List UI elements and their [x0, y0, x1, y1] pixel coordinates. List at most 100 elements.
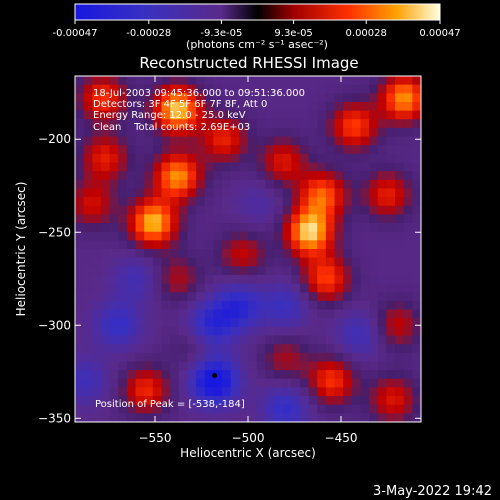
heatmap-cell [118, 404, 128, 414]
heatmap-cell [126, 231, 137, 241]
heatmap-cell [273, 171, 284, 181]
heatmap-cell [92, 326, 102, 337]
heatmap-cell [222, 404, 232, 414]
heatmap-cell [369, 223, 379, 233]
heatmap-cell [170, 110, 180, 120]
heatmap-cell [92, 84, 102, 94]
heatmap-cell [282, 214, 292, 224]
heatmap-cell [299, 223, 310, 233]
heatmap-cell [83, 318, 93, 328]
heatmap-cell [256, 162, 266, 172]
heatmap-cell [273, 231, 284, 241]
heatmap-cell [75, 283, 85, 293]
heatmap-cell [395, 413, 405, 422]
heatmap-cell [178, 76, 189, 86]
heatmap-cell [299, 378, 310, 388]
heatmap-cell [343, 300, 353, 311]
heatmap-cell [248, 136, 258, 146]
heatmap-cell [83, 188, 93, 198]
heatmap-cell [135, 214, 145, 224]
heatmap-cell [273, 352, 284, 363]
heatmap-cell [75, 266, 85, 276]
heatmap-cell [204, 179, 214, 190]
heatmap-cell [273, 127, 284, 138]
heatmap-cell [230, 309, 240, 319]
heatmap-cell [144, 274, 154, 285]
heatmap-cell [256, 326, 266, 337]
heatmap-cell [144, 361, 154, 371]
heatmap-cell [75, 76, 85, 86]
heatmap-cell [196, 396, 206, 406]
heatmap-cell [75, 361, 85, 371]
heatmap-cell [403, 274, 413, 285]
heatmap-cell [230, 361, 240, 371]
heatmap-cell [412, 240, 421, 250]
heatmap-cell [299, 396, 310, 406]
y-tick-label: −200 [38, 132, 71, 146]
heatmap-cell [386, 188, 396, 198]
heatmap-cell [196, 153, 206, 164]
heatmap-cell [204, 240, 214, 250]
heatmap-cell [360, 93, 370, 103]
heatmap-cell [395, 404, 405, 414]
heatmap-cell [126, 84, 137, 94]
heatmap-cell [161, 326, 171, 337]
heatmap-cell [291, 127, 301, 138]
heatmap-cell [256, 404, 266, 414]
heatmap-cell [187, 205, 197, 215]
heatmap-cell [369, 335, 379, 345]
heatmap-cell [109, 300, 119, 311]
heatmap-cell [126, 197, 137, 207]
heatmap-cell [265, 404, 275, 414]
heatmap-cell [126, 214, 137, 224]
heatmap-cell [343, 153, 353, 164]
heatmap-cell [92, 179, 102, 190]
heatmap-cell [299, 240, 310, 250]
heatmap-cell [403, 257, 413, 267]
heatmap-cell [334, 413, 344, 422]
heatmap-cell [75, 370, 85, 380]
heatmap-cell [83, 413, 93, 422]
heatmap-cell [178, 145, 189, 155]
heatmap-cell [83, 119, 93, 129]
heatmap-cell [239, 93, 249, 103]
heatmap-cell [144, 153, 154, 164]
heatmap-cell [412, 292, 421, 302]
heatmap-cell [334, 197, 344, 207]
heatmap-cell [412, 370, 421, 380]
heatmap-cell [109, 84, 119, 94]
heatmap-cell [334, 84, 344, 94]
heatmap-cell [204, 249, 214, 259]
heatmap-cell [109, 283, 119, 293]
heatmap-cell [161, 84, 171, 94]
heatmap-cell [308, 283, 318, 293]
heatmap-cell [144, 413, 154, 422]
heatmap-cell [152, 214, 163, 224]
heatmap-cell [273, 145, 284, 155]
heatmap-cell [282, 240, 292, 250]
heatmap-cell [152, 110, 163, 120]
heatmap-cell [100, 413, 111, 422]
heatmap-cell [360, 318, 370, 328]
heatmap-cell [152, 283, 163, 293]
heatmap-cell [187, 335, 197, 345]
heatmap-cell [351, 93, 362, 103]
heatmap-cell [351, 266, 362, 276]
heatmap-cell [126, 344, 137, 354]
heatmap-cell [299, 84, 310, 94]
heatmap-cell [178, 352, 189, 363]
heatmap-cell [360, 309, 370, 319]
heatmap-cell [334, 326, 344, 337]
heatmap-cell [299, 188, 310, 198]
heatmap-cell [351, 274, 362, 285]
heatmap-cell [308, 387, 318, 397]
heatmap-cell [299, 110, 310, 120]
heatmap-cell [204, 188, 214, 198]
heatmap-cell [100, 396, 111, 406]
heatmap-cell [351, 370, 362, 380]
heatmap-cell [395, 283, 405, 293]
heatmap-cell [213, 127, 223, 138]
heatmap-cell [135, 257, 145, 267]
heatmap-cell [265, 84, 275, 94]
heatmap-cell [126, 274, 137, 285]
